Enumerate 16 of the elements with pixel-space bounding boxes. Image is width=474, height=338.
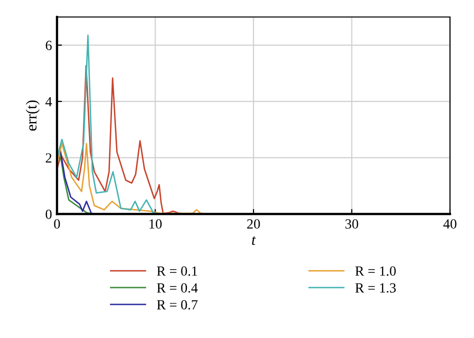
x-axis-title: t bbox=[252, 236, 256, 245]
legend-label: R = 0.1 bbox=[156, 266, 198, 276]
x-tick-label: 30 bbox=[345, 219, 358, 229]
y-tick-label: 4 bbox=[45, 97, 52, 106]
x-tick-label: 20 bbox=[247, 219, 260, 229]
legend-label: R = 0.4 bbox=[156, 283, 198, 293]
x-tick-label: 0 bbox=[54, 219, 60, 229]
y-tick-label: 2 bbox=[46, 153, 52, 163]
legend-label: R = 1.0 bbox=[355, 266, 396, 276]
y-tick-label: 0 bbox=[46, 210, 52, 219]
x-tick-label: 10 bbox=[150, 219, 162, 229]
legend-label: R = 0.7 bbox=[156, 300, 198, 310]
x-tick-label: 40 bbox=[443, 219, 456, 229]
y-tick-label: 6 bbox=[46, 40, 52, 50]
legend-label: R = 1.3 bbox=[355, 283, 396, 293]
y-axis-title: err(t) bbox=[26, 100, 40, 131]
